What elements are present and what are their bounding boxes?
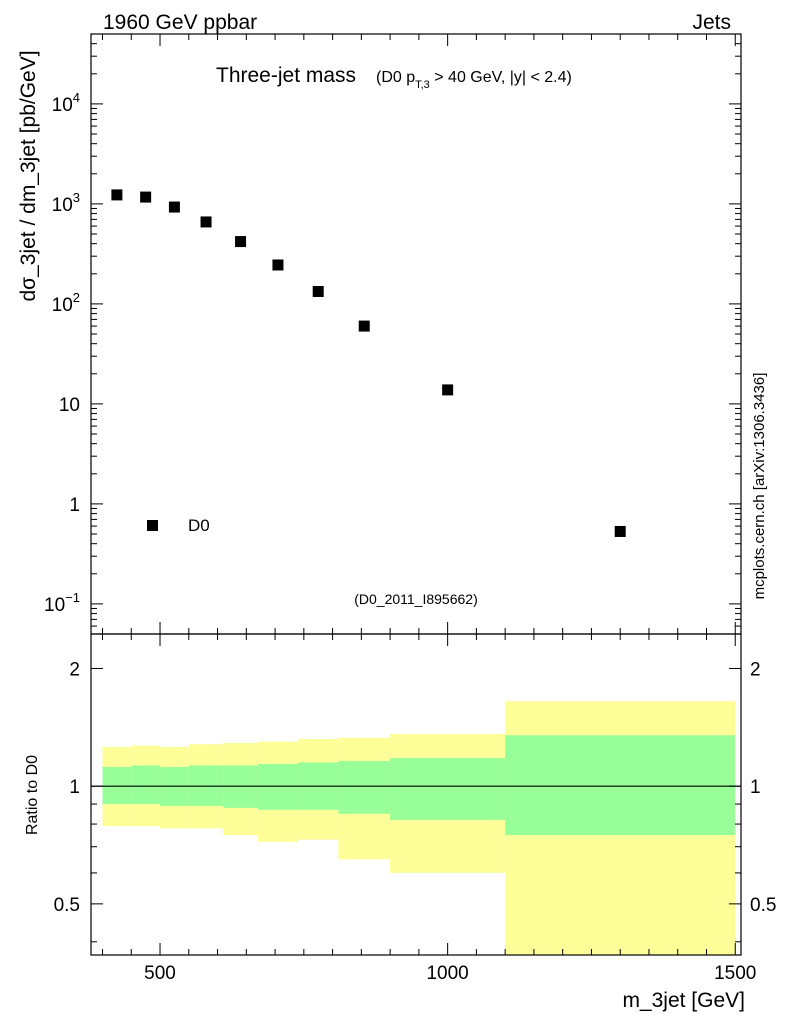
chart-subtitle: (D0 pT,3 > 40 GeV, |y| < 2.4) [376, 69, 572, 91]
ratio-y-tick-label-left: 1 [69, 777, 80, 798]
y-tick-label-exponent: 4 [73, 90, 80, 105]
chart-subtitle-prefix: (D0 p [376, 69, 415, 86]
ratio-bands [91, 701, 741, 955]
y-tick-label-base: 10 [52, 295, 73, 316]
ratio-band-inner-1 [131, 765, 161, 805]
legend: D0 [147, 516, 210, 535]
ratio-y-tick-label-right: 1 [750, 777, 761, 798]
chart-title: Three-jet mass [216, 64, 356, 87]
x-tick-label-500: 500 [144, 963, 176, 984]
y-tick-label-exponent: 3 [73, 190, 80, 205]
ratio-band-inner-5 [257, 763, 299, 810]
y-tick-label: 10 [59, 395, 80, 416]
y-axis-label: dσ_3jet / dm_3jet [pb/GeV] [17, 50, 40, 301]
data-point-6 [312, 286, 324, 298]
legend-label: D0 [188, 516, 210, 535]
data-point-4 [235, 236, 247, 248]
header-left-label: 1960 GeV ppbar [103, 11, 257, 34]
data-point-8 [442, 384, 454, 396]
ratio-y-axis-label: Ratio to D0 [24, 755, 41, 835]
ratio-y-tick-label-left: 0.5 [54, 895, 80, 916]
data-markers [111, 189, 626, 537]
side-label: mcplots.cern.ch [arXiv:1306.3436] [751, 373, 768, 600]
analysis-tag: (D0_2011_I895662) [354, 591, 478, 607]
chart-title-main: Three-jet mass [216, 64, 356, 87]
y-tick-label-base: 10 [59, 395, 80, 416]
header-right-label: Jets [692, 11, 731, 34]
y-tick-label: 1 [69, 495, 80, 516]
y-tick-label: 102 [52, 290, 80, 316]
x-axis-label: m_3jet [GeV] [622, 989, 745, 1012]
chart-subtitle-suffix: > 40 GeV, |y| < 2.4) [430, 69, 572, 86]
y-tick-label-exponent: −1 [65, 590, 80, 605]
data-point-2 [168, 201, 180, 213]
data-point-0 [111, 189, 123, 201]
ratio-y-tick-label-right: 2 [750, 659, 761, 680]
ratio-y-tick-label-left: 2 [69, 659, 80, 680]
ratio-y-tick-label-right: 0.5 [750, 895, 776, 916]
main-plot-frame [90, 33, 742, 635]
legend-marker [147, 520, 158, 531]
ratio-band-inner-7 [338, 760, 391, 814]
data-point-7 [358, 320, 370, 332]
y-tick-label-base: 1 [69, 495, 80, 516]
ratio-band-inner-9 [505, 735, 736, 836]
ratio-band-inner-8 [390, 758, 506, 820]
data-point-3 [200, 216, 212, 228]
y-tick-label-base: 10 [44, 595, 65, 616]
x-tick-label-1500: 1500 [714, 963, 756, 984]
data-point-5 [272, 259, 284, 271]
data-point-1 [140, 191, 152, 203]
y-tick-label-base: 10 [52, 195, 73, 216]
y-tick-label-exponent: 2 [73, 290, 80, 305]
y-tick-label: 104 [52, 90, 80, 116]
data-point-9 [614, 525, 626, 537]
ratio-plot-frame [90, 633, 742, 956]
chart-subtitle-subscript: T,3 [415, 79, 430, 91]
x-tick-label-1000: 1000 [426, 963, 468, 984]
y-tick-label: 103 [52, 190, 80, 216]
ratio-band-inner-0 [102, 766, 132, 805]
y-tick-label-base: 10 [52, 95, 73, 116]
y-tick-label: 10−1 [44, 590, 80, 616]
